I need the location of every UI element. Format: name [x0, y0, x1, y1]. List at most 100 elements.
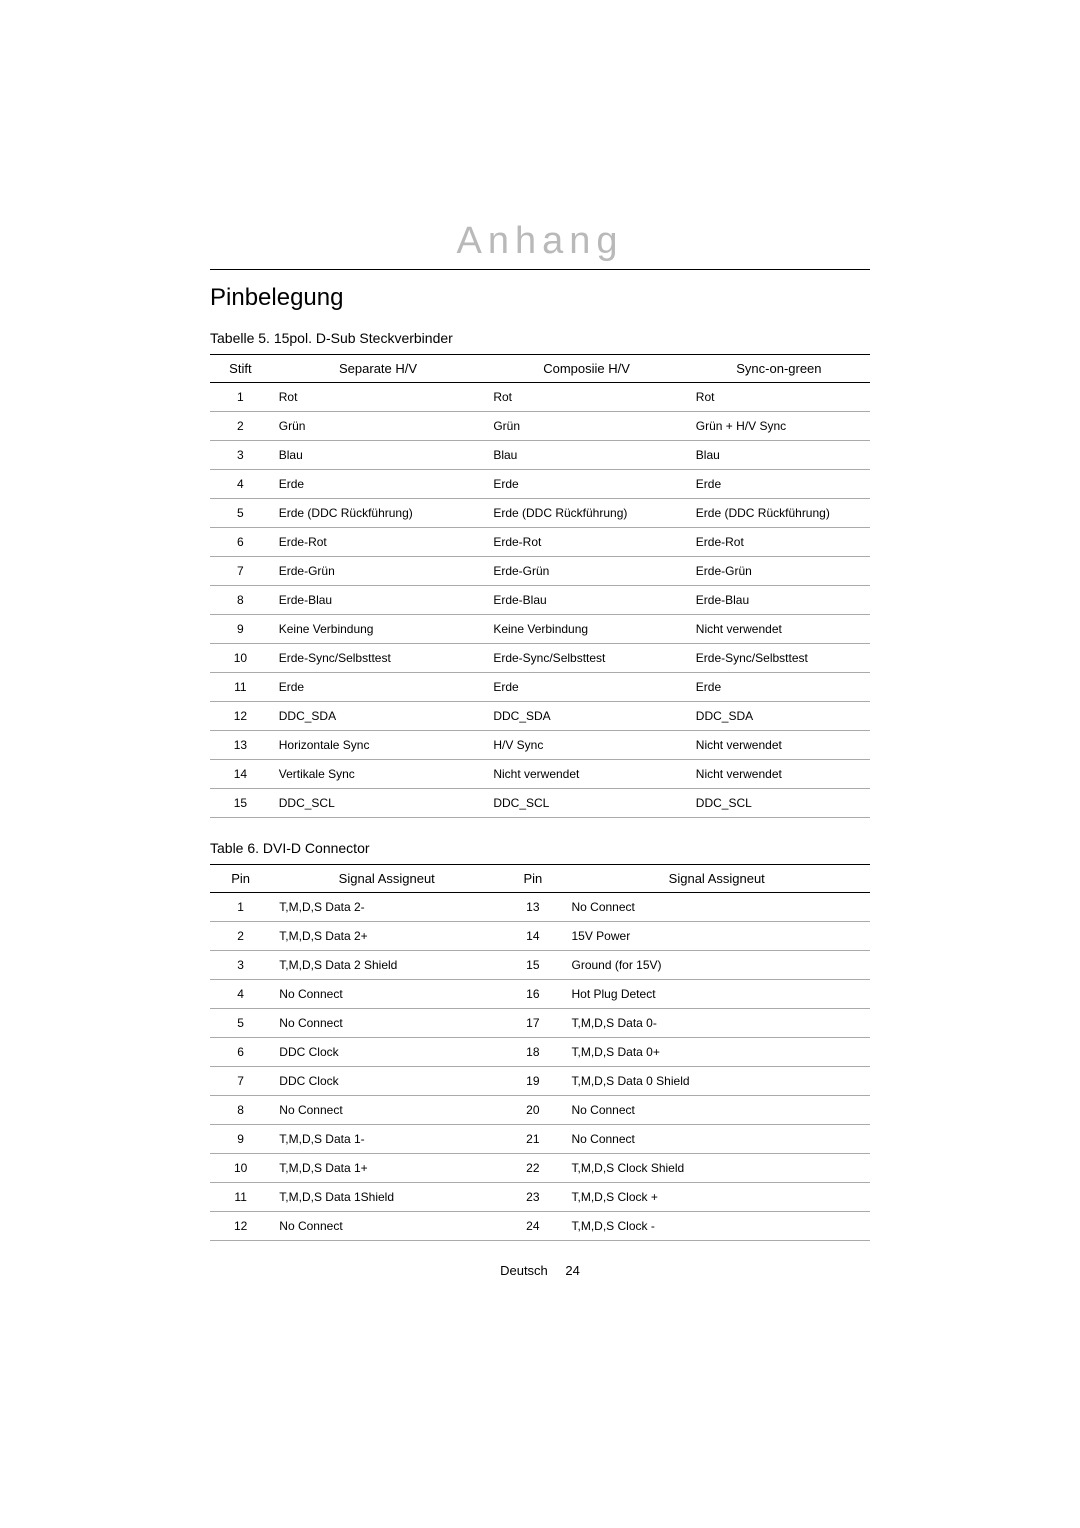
- table-cell: T,M,D,S Data 0-: [563, 1009, 870, 1038]
- table-cell: Blau: [688, 441, 870, 470]
- table-cell: DDC_SDA: [688, 702, 870, 731]
- table-cell: No Connect: [271, 980, 502, 1009]
- table-cell: DDC_SDA: [485, 702, 687, 731]
- title-rule: [210, 269, 870, 270]
- table-cell: No Connect: [563, 1125, 870, 1154]
- table-cell: DDC_SCL: [688, 789, 870, 818]
- table2-h3: Signal Assigneut: [563, 865, 870, 893]
- footer-page-number: 24: [565, 1263, 579, 1278]
- table2-body: 1T,M,D,S Data 2-13No Connect2T,M,D,S Dat…: [210, 893, 870, 1241]
- table-cell: Erde (DDC Rückführung): [485, 499, 687, 528]
- table-cell: 11: [210, 673, 271, 702]
- table-cell: 5: [210, 499, 271, 528]
- table2-header-row: Pin Signal Assigneut Pin Signal Assigneu…: [210, 865, 870, 893]
- table-cell: 2: [210, 922, 271, 951]
- table-cell: T,M,D,S Data 2 Shield: [271, 951, 502, 980]
- table-row: 9T,M,D,S Data 1-21No Connect: [210, 1125, 870, 1154]
- table-cell: 24: [502, 1212, 563, 1241]
- table-cell: Erde-Blau: [485, 586, 687, 615]
- table1-caption: Tabelle 5. 15pol. D-Sub Steckverbinder: [210, 330, 870, 346]
- table-cell: Erde (DDC Rückführung): [688, 499, 870, 528]
- table-cell: Nicht verwendet: [688, 731, 870, 760]
- table-cell: Erde: [485, 673, 687, 702]
- table-cell: T,M,D,S Data 2+: [271, 922, 502, 951]
- table-row: 7DDC Clock19T,M,D,S Data 0 Shield: [210, 1067, 870, 1096]
- table-cell: Grün: [271, 412, 486, 441]
- table-cell: 4: [210, 980, 271, 1009]
- table-cell: 3: [210, 441, 271, 470]
- table-cell: 1: [210, 893, 271, 922]
- table-cell: 1: [210, 383, 271, 412]
- table-cell: 7: [210, 1067, 271, 1096]
- table-cell: 5: [210, 1009, 271, 1038]
- table-row: 5No Connect17T,M,D,S Data 0-: [210, 1009, 870, 1038]
- table-cell: DDC_SCL: [271, 789, 486, 818]
- table1-header-row: Stift Separate H/V Composiie H/V Sync-on…: [210, 355, 870, 383]
- table-cell: Grün + H/V Sync: [688, 412, 870, 441]
- table-cell: 19: [502, 1067, 563, 1096]
- table-cell: T,M,D,S Data 0+: [563, 1038, 870, 1067]
- table-cell: H/V Sync: [485, 731, 687, 760]
- table-dsub: Stift Separate H/V Composiie H/V Sync-on…: [210, 354, 870, 818]
- table-cell: 12: [210, 1212, 271, 1241]
- table-row: 4No Connect16Hot Plug Detect: [210, 980, 870, 1009]
- table-cell: 15: [502, 951, 563, 980]
- table-cell: Rot: [271, 383, 486, 412]
- table-cell: No Connect: [271, 1212, 502, 1241]
- table-row: 12No Connect24T,M,D,S Clock -: [210, 1212, 870, 1241]
- table-cell: Blau: [485, 441, 687, 470]
- table-cell: Erde: [485, 470, 687, 499]
- table-cell: Keine Verbindung: [485, 615, 687, 644]
- table-row: 2GrünGrünGrün + H/V Sync: [210, 412, 870, 441]
- table1-h3: Sync-on-green: [688, 355, 870, 383]
- table-cell: Erde-Grün: [485, 557, 687, 586]
- table-cell: DDC_SDA: [271, 702, 486, 731]
- table-cell: 8: [210, 1096, 271, 1125]
- table-cell: 10: [210, 644, 271, 673]
- table-cell: Grün: [485, 412, 687, 441]
- table-cell: Ground (for 15V): [563, 951, 870, 980]
- table1-body: 1RotRotRot2GrünGrünGrün + H/V Sync3BlauB…: [210, 383, 870, 818]
- table-row: 14Vertikale SyncNicht verwendetNicht ver…: [210, 760, 870, 789]
- table-row: 8Erde-BlauErde-BlauErde-Blau: [210, 586, 870, 615]
- table-cell: 9: [210, 1125, 271, 1154]
- table-cell: 22: [502, 1154, 563, 1183]
- table-cell: Erde-Rot: [271, 528, 486, 557]
- table-cell: 17: [502, 1009, 563, 1038]
- table-cell: 15V Power: [563, 922, 870, 951]
- chapter-title: Anhang: [210, 220, 870, 263]
- table-cell: 11: [210, 1183, 271, 1212]
- table-cell: T,M,D,S Data 1Shield: [271, 1183, 502, 1212]
- table-row: 4ErdeErdeErde: [210, 470, 870, 499]
- table-row: 12DDC_SDADDC_SDADDC_SDA: [210, 702, 870, 731]
- table-cell: 8: [210, 586, 271, 615]
- table-cell: Erde-Sync/Selbsttest: [271, 644, 486, 673]
- table-cell: Blau: [271, 441, 486, 470]
- table-row: 6Erde-RotErde-RotErde-Rot: [210, 528, 870, 557]
- table-cell: Vertikale Sync: [271, 760, 486, 789]
- page: Anhang Pinbelegung Tabelle 5. 15pol. D-S…: [0, 0, 1080, 1318]
- table-cell: 20: [502, 1096, 563, 1125]
- table-cell: T,M,D,S Clock +: [563, 1183, 870, 1212]
- table-cell: 14: [210, 760, 271, 789]
- table-row: 11T,M,D,S Data 1Shield23T,M,D,S Clock +: [210, 1183, 870, 1212]
- table-row: 6DDC Clock18T,M,D,S Data 0+: [210, 1038, 870, 1067]
- table-cell: Nicht verwendet: [688, 760, 870, 789]
- table-row: 7Erde-GrünErde-GrünErde-Grün: [210, 557, 870, 586]
- table-row: 11ErdeErdeErde: [210, 673, 870, 702]
- table-cell: DDC Clock: [271, 1038, 502, 1067]
- table-cell: No Connect: [271, 1096, 502, 1125]
- table2-h2: Pin: [502, 865, 563, 893]
- table-cell: 2: [210, 412, 271, 441]
- table-cell: 3: [210, 951, 271, 980]
- table-cell: 14: [502, 922, 563, 951]
- table-cell: Erde-Blau: [271, 586, 486, 615]
- table-row: 10Erde-Sync/SelbsttestErde-Sync/Selbstte…: [210, 644, 870, 673]
- table-cell: 9: [210, 615, 271, 644]
- table-cell: T,M,D,S Clock Shield: [563, 1154, 870, 1183]
- table-row: 3BlauBlauBlau: [210, 441, 870, 470]
- table-cell: 23: [502, 1183, 563, 1212]
- table-cell: Erde-Rot: [688, 528, 870, 557]
- table2-h0: Pin: [210, 865, 271, 893]
- table-cell: Rot: [485, 383, 687, 412]
